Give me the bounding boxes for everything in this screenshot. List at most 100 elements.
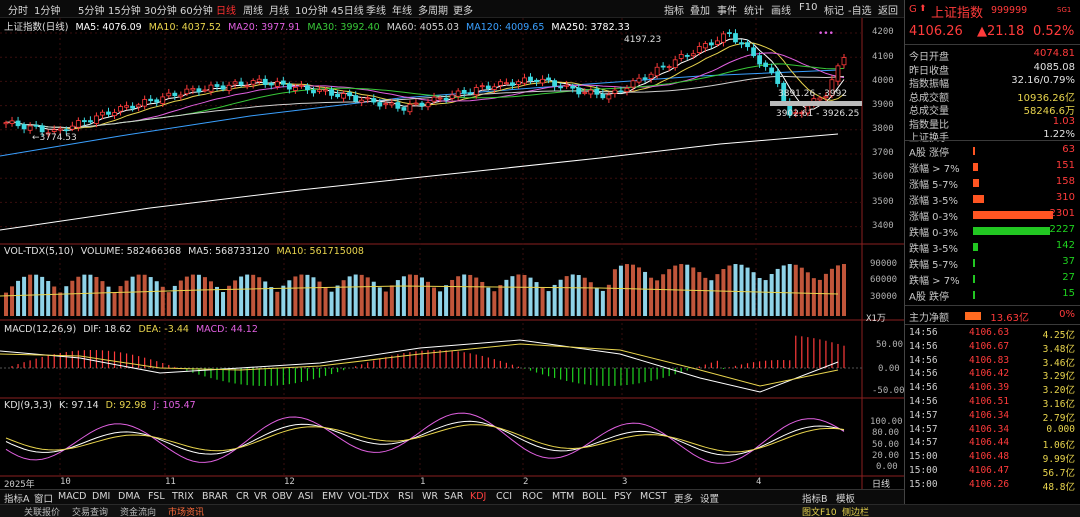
indicator-tab[interactable]: VR [254,491,268,502]
stats-button[interactable]: 统计 [744,6,764,17]
volume-bar [510,276,515,316]
indicator-button[interactable]: 指标 [664,6,684,17]
period-monthly[interactable]: 月线 [269,6,289,17]
indicator-tab[interactable]: EMV [322,491,343,502]
tick-time: 14:56 [909,340,938,352]
period-multi[interactable]: 多周期 [418,6,448,17]
indicator-tab[interactable]: DMA [118,491,141,502]
volume-bar [124,280,129,316]
draw-line-button[interactable]: 画线 [771,6,791,17]
volume-bar [377,287,382,316]
breadth-row[interactable]: 涨幅 5-7% 158 [909,176,1077,191]
indicator-tab[interactable]: 更多 [674,494,694,505]
period-weekly[interactable]: 周线 [243,6,263,17]
vol-y-tick: 90000 [870,259,898,269]
tick-price: 4106.47 [969,465,1010,476]
indicator-tab[interactable]: FSL [148,491,165,502]
indicator-tab[interactable]: 设置 [700,494,720,505]
period-60min[interactable]: 60分钟 [180,6,213,17]
indicator-tab[interactable]: TRIX [172,491,194,502]
breadth-row[interactable]: 涨幅 0-3% 2301 [909,208,1077,223]
candle-body [642,77,648,80]
breadth-label: 跌幅 5-7% [909,260,959,271]
volume-bar [564,276,569,316]
f10-button[interactable]: F10 [799,2,818,13]
y-tick: 4100 [872,52,894,62]
candle-body [220,85,226,90]
indicator-tab[interactable]: WR [422,491,438,502]
remove-watchlist-button[interactable]: -自选 [848,6,872,17]
indicator-tab-right[interactable]: 指标B [802,494,828,505]
indicator-tab[interactable]: OBV [272,491,293,502]
volume-bar [606,284,611,316]
indicator-tab[interactable]: DMI [92,491,111,502]
marker-dots: ••• [818,29,834,39]
volume-bar [407,274,412,316]
candle-body [516,81,521,85]
breadth-row[interactable]: 跌幅 3-5% 142 [909,240,1077,255]
period-5min[interactable]: 5分钟 [78,6,105,17]
candle-body [160,96,166,104]
event-button[interactable]: 事件 [717,6,737,17]
status-sidebar[interactable]: 侧边栏 [842,508,870,517]
candle-body [329,89,334,96]
volume-bar [793,264,798,316]
indicator-tab[interactable]: MACD [58,491,87,502]
indicator-tab-right[interactable]: 模板 [836,494,856,505]
candle-body [166,92,172,97]
vol-y-tick: 60000 [870,275,898,285]
tick-price: 4106.67 [969,340,1010,352]
status-f10[interactable]: 图文F10 [802,508,837,517]
period-quarterly[interactable]: 季线 [366,6,386,17]
indicator-tab[interactable]: MTM [552,491,575,502]
breadth-row[interactable]: A股 涨停 63 [909,144,1077,159]
indicator-tab[interactable]: CCI [496,491,513,502]
period-yearly[interactable]: 年线 [392,6,412,17]
volume-bar [389,285,394,316]
indicator-tab[interactable]: KDJ [470,491,487,502]
indicator-tab[interactable]: BRAR [202,491,228,502]
indicator-tab[interactable]: ROC [522,491,543,502]
period-45day[interactable]: 45日线 [331,6,364,17]
indicator-tab[interactable]: CR [236,491,250,502]
period-intraday[interactable]: 分时 [8,6,28,17]
status-money-flow[interactable]: 资金流向 [120,508,157,517]
indicator-tab[interactable]: SAR [444,491,464,502]
breadth-row[interactable]: 跌幅 5-7% 37 [909,256,1077,271]
back-button[interactable]: 返回 [878,6,898,17]
indicator-tab[interactable]: ASI [298,491,314,502]
mark-button[interactable]: 标记 [824,6,844,17]
breadth-row[interactable]: 涨幅 > 7% 151 [909,160,1077,175]
kline-chart[interactable]: ←3774.53 4197.23 3891.26 - 3992 3902.61 - 3… [0,18,904,489]
breadth-row[interactable]: 跌幅 0-3% 2227 [909,224,1077,239]
period-15min[interactable]: 15分钟 [108,6,141,17]
breadth-row[interactable]: A股 跌停 15 [909,288,1077,303]
breadth-row[interactable]: 跌幅 > 7% 27 [909,272,1077,287]
indicator-tab[interactable]: VOL-TDX [348,491,390,502]
period-10min[interactable]: 10分钟 [295,6,328,17]
indicator-tab[interactable]: PSY [614,491,632,502]
status-related-quote[interactable]: 关联报价 [24,508,61,517]
tick-amount: 3.16亿 [1042,399,1075,410]
indicator-tab[interactable]: MCST [640,491,667,502]
breadth-label: 涨幅 3-5% [909,196,959,207]
indicator-tab[interactable]: BOLL [582,491,607,502]
candle-body [136,104,142,108]
overlay-button[interactable]: 叠加 [690,6,710,17]
indicator-tab[interactable]: RSI [398,491,414,502]
candle-body [413,102,419,105]
main-pane-header: 上证指数(日线) MA5: 4076.09 MA10: 4037.52 MA20… [4,19,634,33]
candle-body [39,125,45,133]
period-more[interactable]: 更多 [453,6,473,17]
ma5-label: MA5: 4076.09 [75,22,142,33]
period-daily[interactable]: 日线 [216,6,236,17]
breadth-row[interactable]: 涨幅 3-5% 310 [909,192,1077,207]
period-1min[interactable]: 1分钟 [34,6,61,17]
main-pane-title: 上证指数(日线) [4,22,69,33]
period-30min[interactable]: 30分钟 [144,6,177,17]
status-market-news[interactable]: 市场资讯 [168,508,205,517]
candle-body [208,84,214,92]
status-trade-query[interactable]: 交易查询 [72,508,109,517]
indicator-tab[interactable]: 窗口 [34,494,54,505]
indicator-tab[interactable]: 指标A [4,494,30,505]
